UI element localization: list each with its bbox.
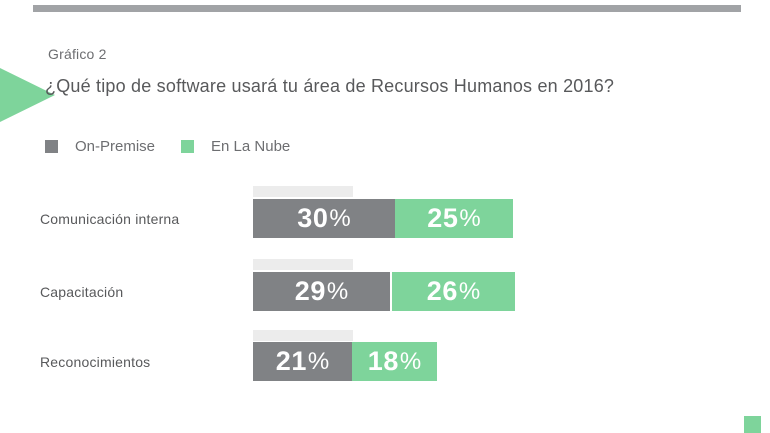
chart-title: ¿Qué tipo de software usará tu área de R…	[45, 76, 615, 96]
legend-label-en-la-nube: En La Nube	[211, 138, 291, 155]
stacked-bar: 21% 18%	[253, 342, 437, 381]
ghost-bar	[253, 259, 353, 270]
legend-swatch-on-premise-icon	[45, 140, 58, 153]
legend-item-en-la-nube: En La Nube	[181, 138, 290, 155]
bar-value: 30	[297, 203, 329, 233]
bar-value: 21	[275, 346, 307, 376]
stacked-bar: 30% 25%	[253, 199, 513, 238]
bar-value-suffix: %	[459, 204, 481, 232]
bar-row-reconocimientos: Reconocimientos 21% 18%	[0, 342, 770, 381]
bar-value-suffix: %	[329, 204, 351, 232]
bar-value: 26	[426, 276, 458, 306]
category-label: Capacitación	[40, 283, 124, 300]
bar-segment-on-premise: 30%	[253, 199, 395, 238]
bar-row-capacitacion: Capacitación 29% 26%	[0, 272, 770, 311]
bar-segment-en-la-nube: 18%	[352, 342, 437, 381]
legend-item-on-premise: On-Premise	[45, 138, 155, 155]
bar-value-suffix: %	[399, 347, 422, 375]
bar-segment-on-premise: 21%	[253, 342, 352, 381]
bar-row-comunicacion-interna: Comunicación interna 30% 25%	[0, 199, 770, 238]
bar-value: 29	[294, 276, 326, 306]
bar-segment-on-premise: 29%	[253, 272, 390, 311]
top-divider-bar	[33, 5, 741, 12]
legend-label-on-premise: On-Premise	[75, 138, 156, 155]
stacked-bar: 29% 26%	[253, 272, 515, 311]
chart-kicker: Gráfico 2	[48, 46, 107, 62]
legend: On-Premise En La Nube	[45, 138, 290, 155]
bar-value-suffix: %	[458, 277, 481, 305]
bar-value: 25	[427, 203, 459, 233]
bar-segment-en-la-nube: 26%	[392, 272, 515, 311]
category-label: Reconocimientos	[40, 353, 151, 370]
ghost-bar	[253, 186, 353, 197]
ghost-bar	[253, 330, 353, 341]
title-arrow-icon	[0, 68, 55, 122]
bar-segment-en-la-nube: 25%	[395, 199, 513, 238]
category-label: Comunicación interna	[40, 210, 180, 227]
corner-accent-square	[744, 416, 761, 433]
bar-value-suffix: %	[307, 347, 330, 375]
bar-value: 18	[367, 346, 399, 376]
bar-value-suffix: %	[326, 277, 349, 305]
legend-swatch-en-la-nube-icon	[181, 140, 195, 153]
